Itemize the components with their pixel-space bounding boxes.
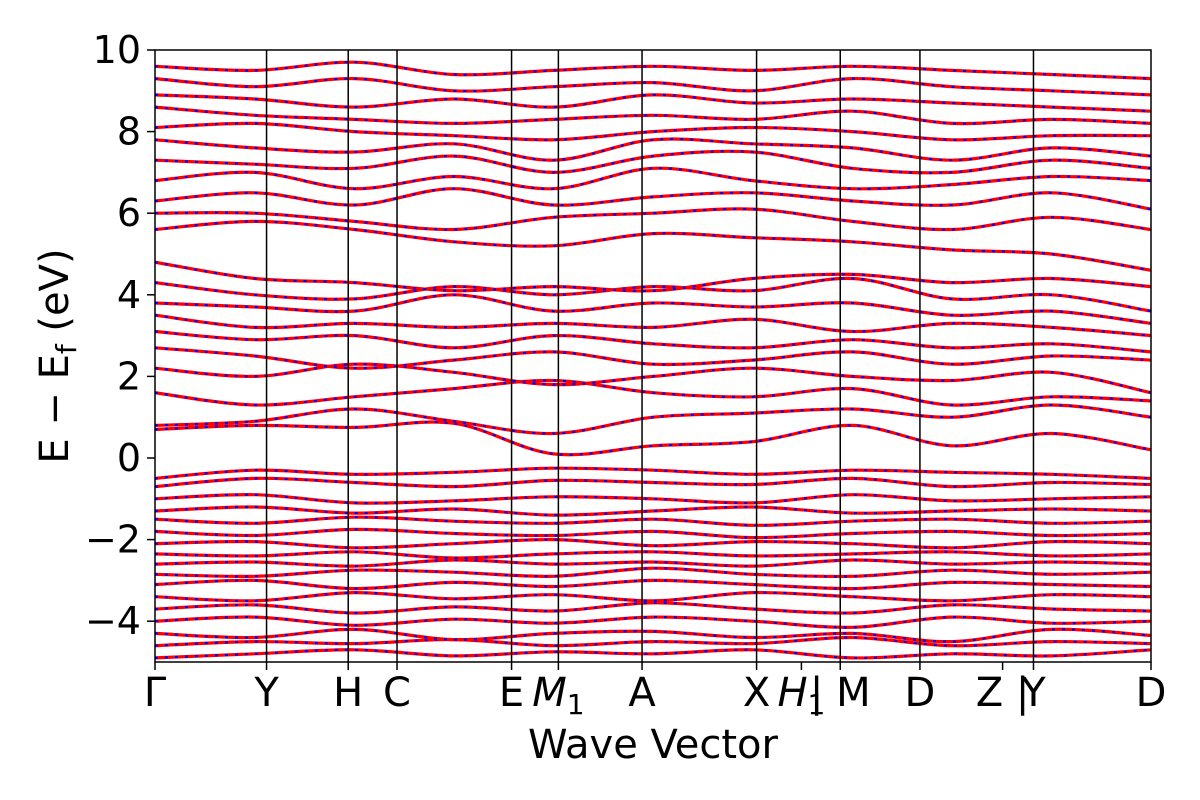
kpoint-label: A xyxy=(628,670,656,716)
band-line-overlay-10 xyxy=(155,538,1151,549)
band-line-overlay-23 xyxy=(155,314,1151,337)
x-axis-title: Wave Vector xyxy=(528,722,779,768)
band-line-overlay-36 xyxy=(155,77,1151,96)
band-line-overlay-32 xyxy=(155,137,1151,162)
y-tick-label: 4 xyxy=(117,273,141,317)
y-tick-label: 10 xyxy=(93,28,141,72)
y-tick-label: 6 xyxy=(117,191,141,235)
kpoint-label: D xyxy=(905,670,936,716)
band-line-overlay-26 xyxy=(155,261,1151,293)
band-line-overlay-17 xyxy=(155,420,1151,456)
kpoint-label: Y xyxy=(253,670,279,716)
y-axis-ticks: −4 −2 0 2 4 6 8 10 xyxy=(85,28,155,643)
y-tick-label: 2 xyxy=(117,354,141,398)
kpoint-label: D xyxy=(1136,670,1167,716)
kpoint-label: Γ xyxy=(144,670,167,716)
band-line-6 xyxy=(155,578,1151,591)
band-line-overlay-31 xyxy=(155,150,1151,174)
kpoint-label: | M xyxy=(810,670,871,716)
band-line-overlay-8 xyxy=(155,558,1151,568)
band-line-overlay-18 xyxy=(155,403,1151,435)
band-line-33 xyxy=(155,121,1151,142)
y-axis-title-sub: f xyxy=(50,343,83,354)
y-tick-label: 8 xyxy=(117,110,141,154)
band-line-30 xyxy=(155,166,1151,191)
band-line-overlay-4 xyxy=(155,601,1151,615)
kpoint-label: X xyxy=(743,670,770,716)
y-tick-label: −2 xyxy=(85,518,141,562)
band-line-12 xyxy=(155,515,1151,527)
kpoint-label: C xyxy=(383,670,411,716)
kpoint-label: H xyxy=(333,670,363,716)
band-line-overlay-21 xyxy=(155,346,1151,370)
plot-background xyxy=(155,50,1151,662)
band-line-overlay-0 xyxy=(155,648,1151,660)
band-line-overlay-29 xyxy=(155,187,1151,211)
kpoint-label: Z | xyxy=(976,670,1030,716)
band-line-15 xyxy=(155,476,1151,489)
band-line-overlay-16 xyxy=(155,467,1151,480)
y-axis-title: E − Ef (eV) xyxy=(32,248,83,463)
high-symmetry-lines xyxy=(265,50,1035,662)
kpoint-label: E xyxy=(499,670,524,716)
band-line-overlay-22 xyxy=(155,330,1151,353)
band-line-overlay-2 xyxy=(155,628,1151,643)
band-line-overlay-19 xyxy=(155,379,1151,407)
band-line-overlay-34 xyxy=(155,106,1151,125)
band-line-13 xyxy=(155,505,1151,517)
plot-frame xyxy=(154,49,1152,663)
band-line-overlay-14 xyxy=(155,493,1151,505)
y-tick-label: −4 xyxy=(85,599,141,643)
band-line-overlay-3 xyxy=(155,615,1151,629)
band-line-overlay-35 xyxy=(155,93,1151,113)
kpoint-label: M1 xyxy=(532,670,584,721)
band-line-overlay-27 xyxy=(155,220,1151,272)
kpoint-label: Y xyxy=(1020,670,1046,716)
band-line-overlay-24 xyxy=(155,293,1151,325)
band-line-overlay-9 xyxy=(155,550,1151,560)
band-line-overlay-5 xyxy=(155,591,1151,602)
band-line-11 xyxy=(155,527,1151,540)
y-tick-label: 0 xyxy=(117,436,141,480)
band-line-overlay-25 xyxy=(155,277,1151,313)
band-lines xyxy=(155,60,1151,660)
band-line-28 xyxy=(155,207,1151,232)
y-axis-title-main: E − E xyxy=(32,354,78,464)
band-line-overlay-1 xyxy=(155,636,1151,647)
kpoint-label: H1 xyxy=(777,670,825,721)
band-line-overlay-7 xyxy=(155,567,1151,578)
band-line-overlay-20 xyxy=(155,363,1151,394)
y-axis-title-unit: (eV) xyxy=(32,248,78,344)
band-line-37 xyxy=(155,60,1151,81)
